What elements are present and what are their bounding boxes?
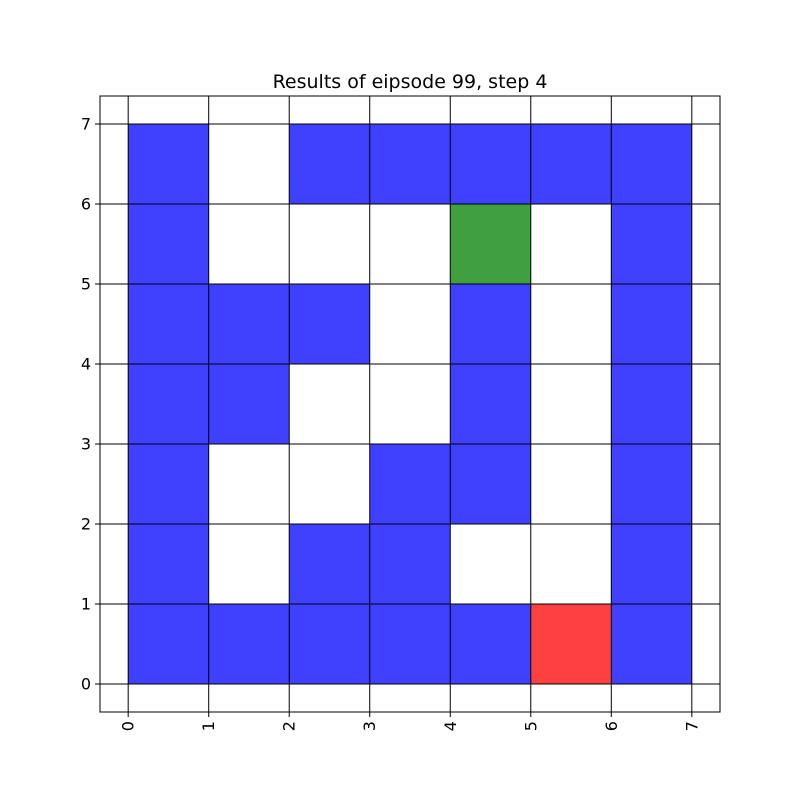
y-tick-label-2: 2 (81, 515, 91, 534)
x-tick-label-0: 0 (119, 721, 138, 731)
x-tick-label-1: 1 (199, 721, 218, 731)
chart-title: Results of eipsode 99, step 4 (273, 71, 548, 93)
y-tick-label-0: 0 (81, 675, 91, 694)
cell-goal-4-5 (450, 204, 531, 284)
cell-wall-3-6 (369, 124, 451, 204)
ticks-layer: 0 1 2 3 4 5 6 7 0 1 2 3 4 5 6 7 (81, 115, 702, 732)
cell-wall-0-6 (128, 124, 209, 204)
cell-wall-6-1 (611, 524, 692, 604)
cell-wall-1-4 (208, 284, 290, 364)
cell-wall-2-6 (289, 124, 370, 204)
cell-wall-6-5 (611, 204, 692, 284)
cell-wall-6-6 (611, 124, 692, 204)
cell-wall-0-0 (128, 604, 209, 684)
cell-wall-6-4 (611, 284, 692, 364)
y-tick-label-3: 3 (81, 435, 91, 454)
y-tick-label-4: 4 (81, 355, 91, 374)
y-tick-label-6: 6 (81, 195, 91, 214)
x-tick-label-6: 6 (602, 721, 621, 731)
y-tick-label-5: 5 (81, 275, 91, 294)
cell-wall-0-5 (128, 204, 209, 284)
cell-wall-3-2 (369, 444, 451, 524)
cell-wall-0-1 (128, 524, 209, 604)
cell-wall-4-0 (450, 604, 531, 684)
y-tick-label-1: 1 (81, 595, 91, 614)
cell-wall-6-3 (611, 364, 692, 444)
y-tick-label-7: 7 (81, 115, 91, 134)
cell-wall-2-1 (289, 524, 370, 604)
cell-wall-4-6 (450, 124, 531, 204)
x-tick-label-4: 4 (441, 721, 460, 731)
cell-wall-5-6 (530, 124, 612, 204)
cell-wall-3-0 (369, 604, 451, 684)
cell-wall-2-4 (289, 284, 370, 364)
cell-wall-3-1 (369, 524, 451, 604)
cell-wall-4-4 (450, 284, 531, 364)
cell-wall-0-3 (128, 364, 209, 444)
cell-wall-0-2 (128, 444, 209, 524)
cells-layer (128, 124, 692, 684)
x-tick-label-2: 2 (280, 721, 299, 731)
x-tick-label-7: 7 (682, 721, 701, 731)
x-tick-label-5: 5 (521, 721, 540, 731)
grid-layer (100, 96, 720, 712)
cell-wall-4-2 (450, 444, 531, 524)
cell-wall-1-0 (208, 604, 290, 684)
cell-wall-6-2 (611, 444, 692, 524)
x-tick-label-3: 3 (360, 721, 379, 731)
cell-wall-2-0 (289, 604, 370, 684)
cell-wall-4-3 (450, 364, 531, 444)
cell-wall-6-0 (611, 604, 692, 684)
cell-wall-1-3 (208, 364, 290, 444)
plot-frame (99, 95, 721, 713)
cell-wall-0-4 (128, 284, 209, 364)
cell-start-5-0 (530, 604, 612, 684)
